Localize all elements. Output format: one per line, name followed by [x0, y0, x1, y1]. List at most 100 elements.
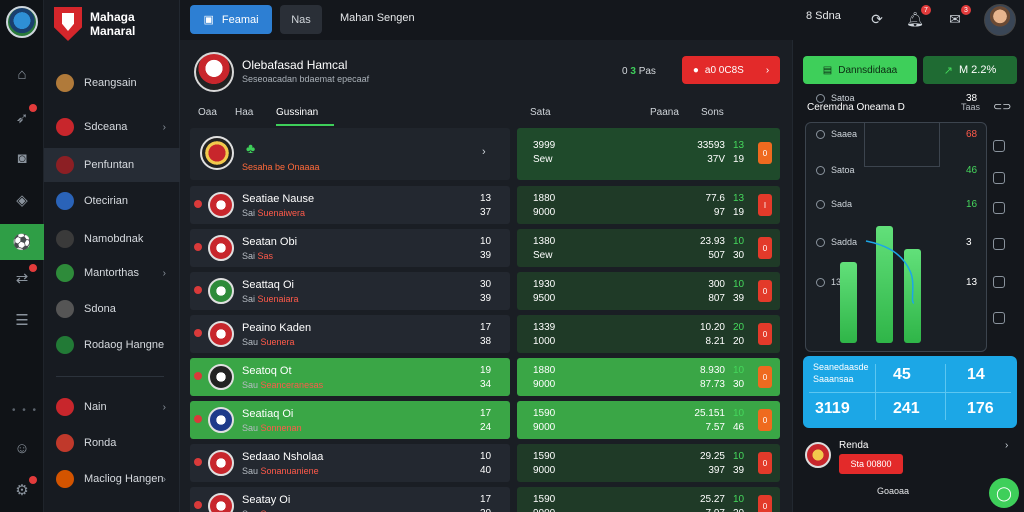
chat-icon[interactable]: ◙: [17, 149, 27, 167]
featured-crest-icon: [200, 136, 234, 170]
sidebar-item[interactable]: Ronda: [44, 426, 180, 460]
live-button[interactable]: ● a0 0C8S ›: [682, 56, 780, 84]
sidebar-item[interactable]: Penfuntan: [44, 148, 180, 182]
message-icon[interactable]: ✉ 3: [944, 5, 971, 30]
trend-line: [865, 240, 915, 304]
meta-detail: Sas: [257, 251, 274, 261]
row-team: Seattaq Oi Sai Suenaiara 30 39: [190, 272, 510, 310]
table-row[interactable]: Seattaq Oi Sai Suenaiara 30 39 1930 9500 300 80…: [190, 272, 780, 310]
stats-divider: [809, 392, 1011, 393]
favorite-button[interactable]: Sta 00800: [839, 454, 903, 474]
sidebar-item[interactable]: Nain ›: [44, 390, 180, 424]
sidebar-item[interactable]: Rodaog Hangne: [44, 328, 180, 362]
featured-odds: 3999 Sew 33593 37V 13 19 0: [517, 128, 780, 180]
goal-top: 10: [733, 365, 745, 376]
side-checkbox[interactable]: [993, 202, 1005, 214]
table-row[interactable]: Sedaao Nsholaa Sau Sonanuaniene 10 40 1590 90…: [190, 444, 780, 482]
bell-icon[interactable]: 🔔︎ 7: [904, 5, 931, 30]
stat-top: 23.93: [699, 236, 725, 247]
chevron-right-icon: ›: [765, 64, 770, 76]
column-header-sata: Sata: [530, 107, 551, 118]
odd-top: 1380: [533, 236, 556, 247]
tab-haa[interactable]: Haa: [235, 107, 254, 118]
sidebar-item[interactable]: Namobdnak: [44, 222, 180, 256]
link-icon[interactable]: ⊂⊃: [993, 101, 1012, 113]
transfer-icon[interactable]: ⇄: [10, 264, 37, 290]
avatar[interactable]: [984, 4, 1016, 36]
row-action-button[interactable]: 0: [758, 409, 772, 431]
sidebar-item[interactable]: Mantorthas ›: [44, 256, 180, 290]
status-dot-icon: [194, 286, 202, 294]
featured-row[interactable]: ♣ Sesaha be Onaaaa › 3999 Sew 33593 37V …: [190, 128, 780, 180]
rocket-icon[interactable]: ➶: [10, 104, 37, 130]
tab-gussinan[interactable]: Gussinan: [276, 107, 319, 118]
points-bottom: 24: [480, 422, 492, 433]
list-icon[interactable]: ☰: [15, 312, 29, 329]
chat-bubble-icon[interactable]: ◯: [989, 478, 1019, 508]
circle-icon: [816, 130, 825, 140]
sidebar-item[interactable]: Sdona: [44, 292, 180, 326]
goal-bottom: 46: [733, 422, 745, 433]
side-checkbox[interactable]: [993, 312, 1005, 324]
meta-detail: Suenaiara: [257, 294, 299, 304]
stat-top: 10.20: [699, 322, 725, 333]
sidebar-item[interactable]: Macliog Hangen ›: [44, 462, 180, 496]
secondary-button[interactable]: Nas: [280, 5, 322, 34]
row-odds: 1880 9000 8.930 87.73 10 30 0: [517, 358, 780, 396]
row-action-button[interactable]: 0: [758, 366, 772, 388]
pitch-row-value: 13: [966, 277, 978, 288]
table-row[interactable]: Seatay Oi Sau Seanerana 17 20 1590 9000 25.27 7…: [190, 487, 780, 512]
stats-value-4: 241: [893, 400, 920, 417]
sidebar-item[interactable]: Reangsain: [44, 66, 180, 100]
sidebar-item[interactable]: Otecirian: [44, 184, 180, 218]
refresh-icon[interactable]: ⟳: [871, 10, 883, 27]
settings-icon[interactable]: ⚙: [10, 476, 37, 502]
circle-icon: [816, 200, 825, 210]
row-action-button[interactable]: 0: [758, 323, 772, 345]
row-team: Seatoq Ot Sau Seanceranesas 19 34: [190, 358, 510, 396]
row-action-button[interactable]: 0: [758, 280, 772, 302]
sidebar-item[interactable]: Sdceana ›: [44, 110, 180, 144]
side-checkbox[interactable]: [993, 276, 1005, 288]
football-icon[interactable]: ⚽: [0, 224, 44, 260]
row-action-button[interactable]: 0: [758, 452, 772, 474]
featured-action-button[interactable]: 0: [758, 142, 772, 164]
tab-oaa[interactable]: Oaa: [198, 107, 217, 118]
goal-top: 10: [733, 494, 745, 505]
favorite-team[interactable]: Renda Sta 00800 ›: [803, 440, 1017, 480]
team-crest-icon: [56, 264, 74, 282]
chevron-right-icon[interactable]: ›: [162, 473, 166, 485]
chevron-right-icon[interactable]: ›: [162, 267, 166, 279]
goal-bottom: 30: [733, 250, 745, 261]
user-icon[interactable]: ☺: [14, 439, 30, 457]
team-meta: Sau Suenera: [242, 337, 295, 347]
trend-path: [865, 240, 915, 304]
table-row[interactable]: Seatiae Nause Sai Suenaiwera 13 37 1880 9000 7…: [190, 186, 780, 224]
table-row[interactable]: Seatan Obi Sai Sas 10 39 1380 Sew 23.93 507 10 30…: [190, 229, 780, 267]
chevron-right-icon[interactable]: ›: [162, 121, 166, 133]
percent-button[interactable]: ↗ M 2.2%: [923, 56, 1017, 84]
chevron-right-icon[interactable]: ›: [162, 401, 166, 413]
shield-icon[interactable]: ◈: [16, 192, 28, 209]
points-top: 30: [480, 279, 492, 290]
table-row[interactable]: Peaino Kaden Sau Suenera 17 38 1339 1000 10.20…: [190, 315, 780, 353]
pitch-row-value: 68: [966, 129, 978, 140]
table-row[interactable]: Seatoq Ot Sau Seanceranesas 19 34 1880 9000 8.…: [190, 358, 780, 396]
home-icon[interactable]: ⌂: [17, 65, 27, 83]
row-action-button[interactable]: 0: [758, 237, 772, 259]
side-checkbox[interactable]: [993, 238, 1005, 250]
primary-button[interactable]: ▣ Feamai: [190, 5, 272, 34]
row-action-button[interactable]: I: [758, 194, 772, 216]
side-checkbox[interactable]: [993, 140, 1005, 152]
row-action-button[interactable]: 0: [758, 495, 772, 512]
clover-icon: ♣: [246, 140, 256, 156]
side-checkbox[interactable]: [993, 172, 1005, 184]
brand[interactable]: Mahaga Manaral: [50, 5, 178, 45]
chevron-right-icon[interactable]: ›: [1005, 440, 1009, 451]
team-meta: Sau Seanceranesas: [242, 380, 323, 390]
club-logo-icon[interactable]: [6, 6, 38, 38]
dashboard-button[interactable]: ▤ Dannsdidaaa: [803, 56, 917, 84]
table-row[interactable]: Seatiaq Oi Sau Sonnenan 17 24 1590 9000 25.151…: [190, 401, 780, 439]
chevron-right-icon[interactable]: ›: [482, 146, 486, 158]
goal-top: 10: [733, 236, 745, 247]
